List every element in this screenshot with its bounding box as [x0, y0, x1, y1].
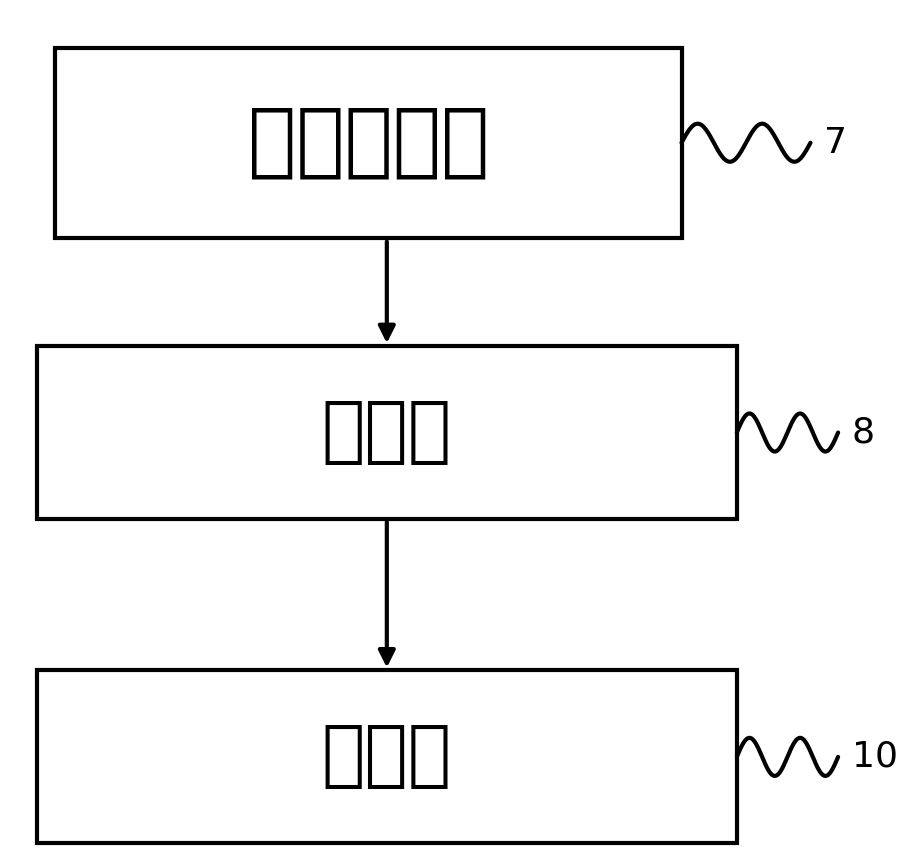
Text: 10: 10: [852, 740, 898, 774]
Text: 电磁阀: 电磁阀: [321, 722, 452, 791]
Text: 7: 7: [824, 125, 847, 160]
Bar: [55, 48, 682, 238]
Text: 8: 8: [852, 415, 875, 450]
Bar: [37, 670, 737, 843]
Bar: [37, 346, 737, 519]
Text: 液位传感器: 液位传感器: [248, 104, 489, 182]
Text: 控制器: 控制器: [321, 398, 452, 467]
